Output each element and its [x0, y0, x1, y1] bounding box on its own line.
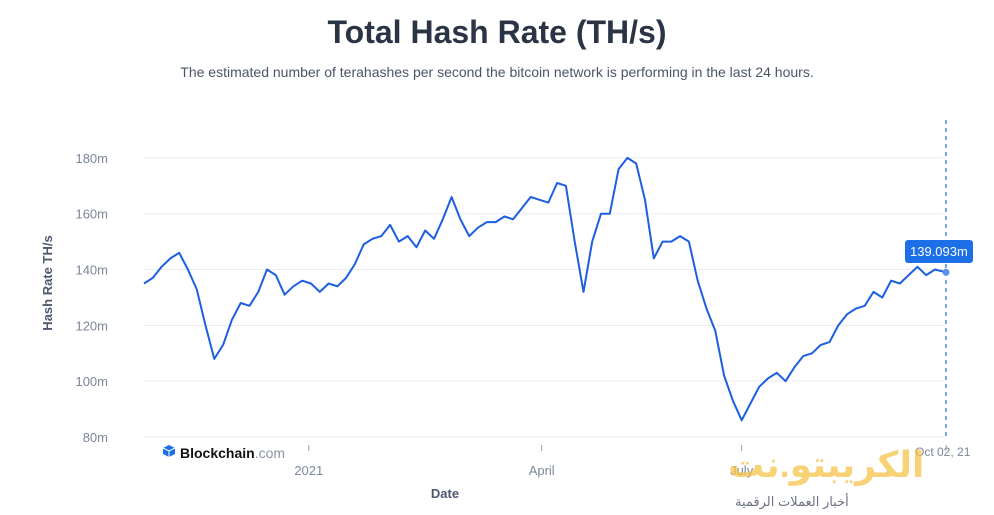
hover-point [942, 268, 950, 276]
y-tick-label: 160m [75, 207, 108, 222]
watermark-subtitle: أخبار العملات الرقمية [735, 494, 849, 509]
y-tick-label: 80m [83, 430, 108, 445]
chart-subtitle: The estimated number of terahashes per s… [180, 64, 814, 80]
x-axis-title: Date [431, 486, 459, 501]
brand-suffix: .com [254, 444, 286, 461]
chart-title: Total Hash Rate (TH/s) [327, 14, 667, 50]
x-tick-label: April [529, 463, 555, 478]
hash-rate-line [143, 156, 947, 422]
y-tick-label: 120m [75, 318, 108, 333]
blockchain-logo: Blockchain .com [162, 444, 285, 461]
blockchain-cube-icon [162, 444, 176, 461]
watermark-logo: الكريبتو.نت [728, 444, 925, 485]
y-axis-title: Hash Rate TH/s [40, 235, 55, 330]
x-tick-label: 2021 [294, 463, 323, 478]
y-tick-label: 180m [75, 151, 108, 166]
y-tick-label: 100m [75, 374, 108, 389]
y-tick-label: 140m [75, 263, 108, 278]
brand-name: Blockchain [180, 444, 255, 461]
x-tick-label: July [730, 463, 754, 478]
hover-tooltip: 139.093m [905, 240, 973, 263]
last-date-label: Oct 02, 21 [915, 445, 971, 459]
